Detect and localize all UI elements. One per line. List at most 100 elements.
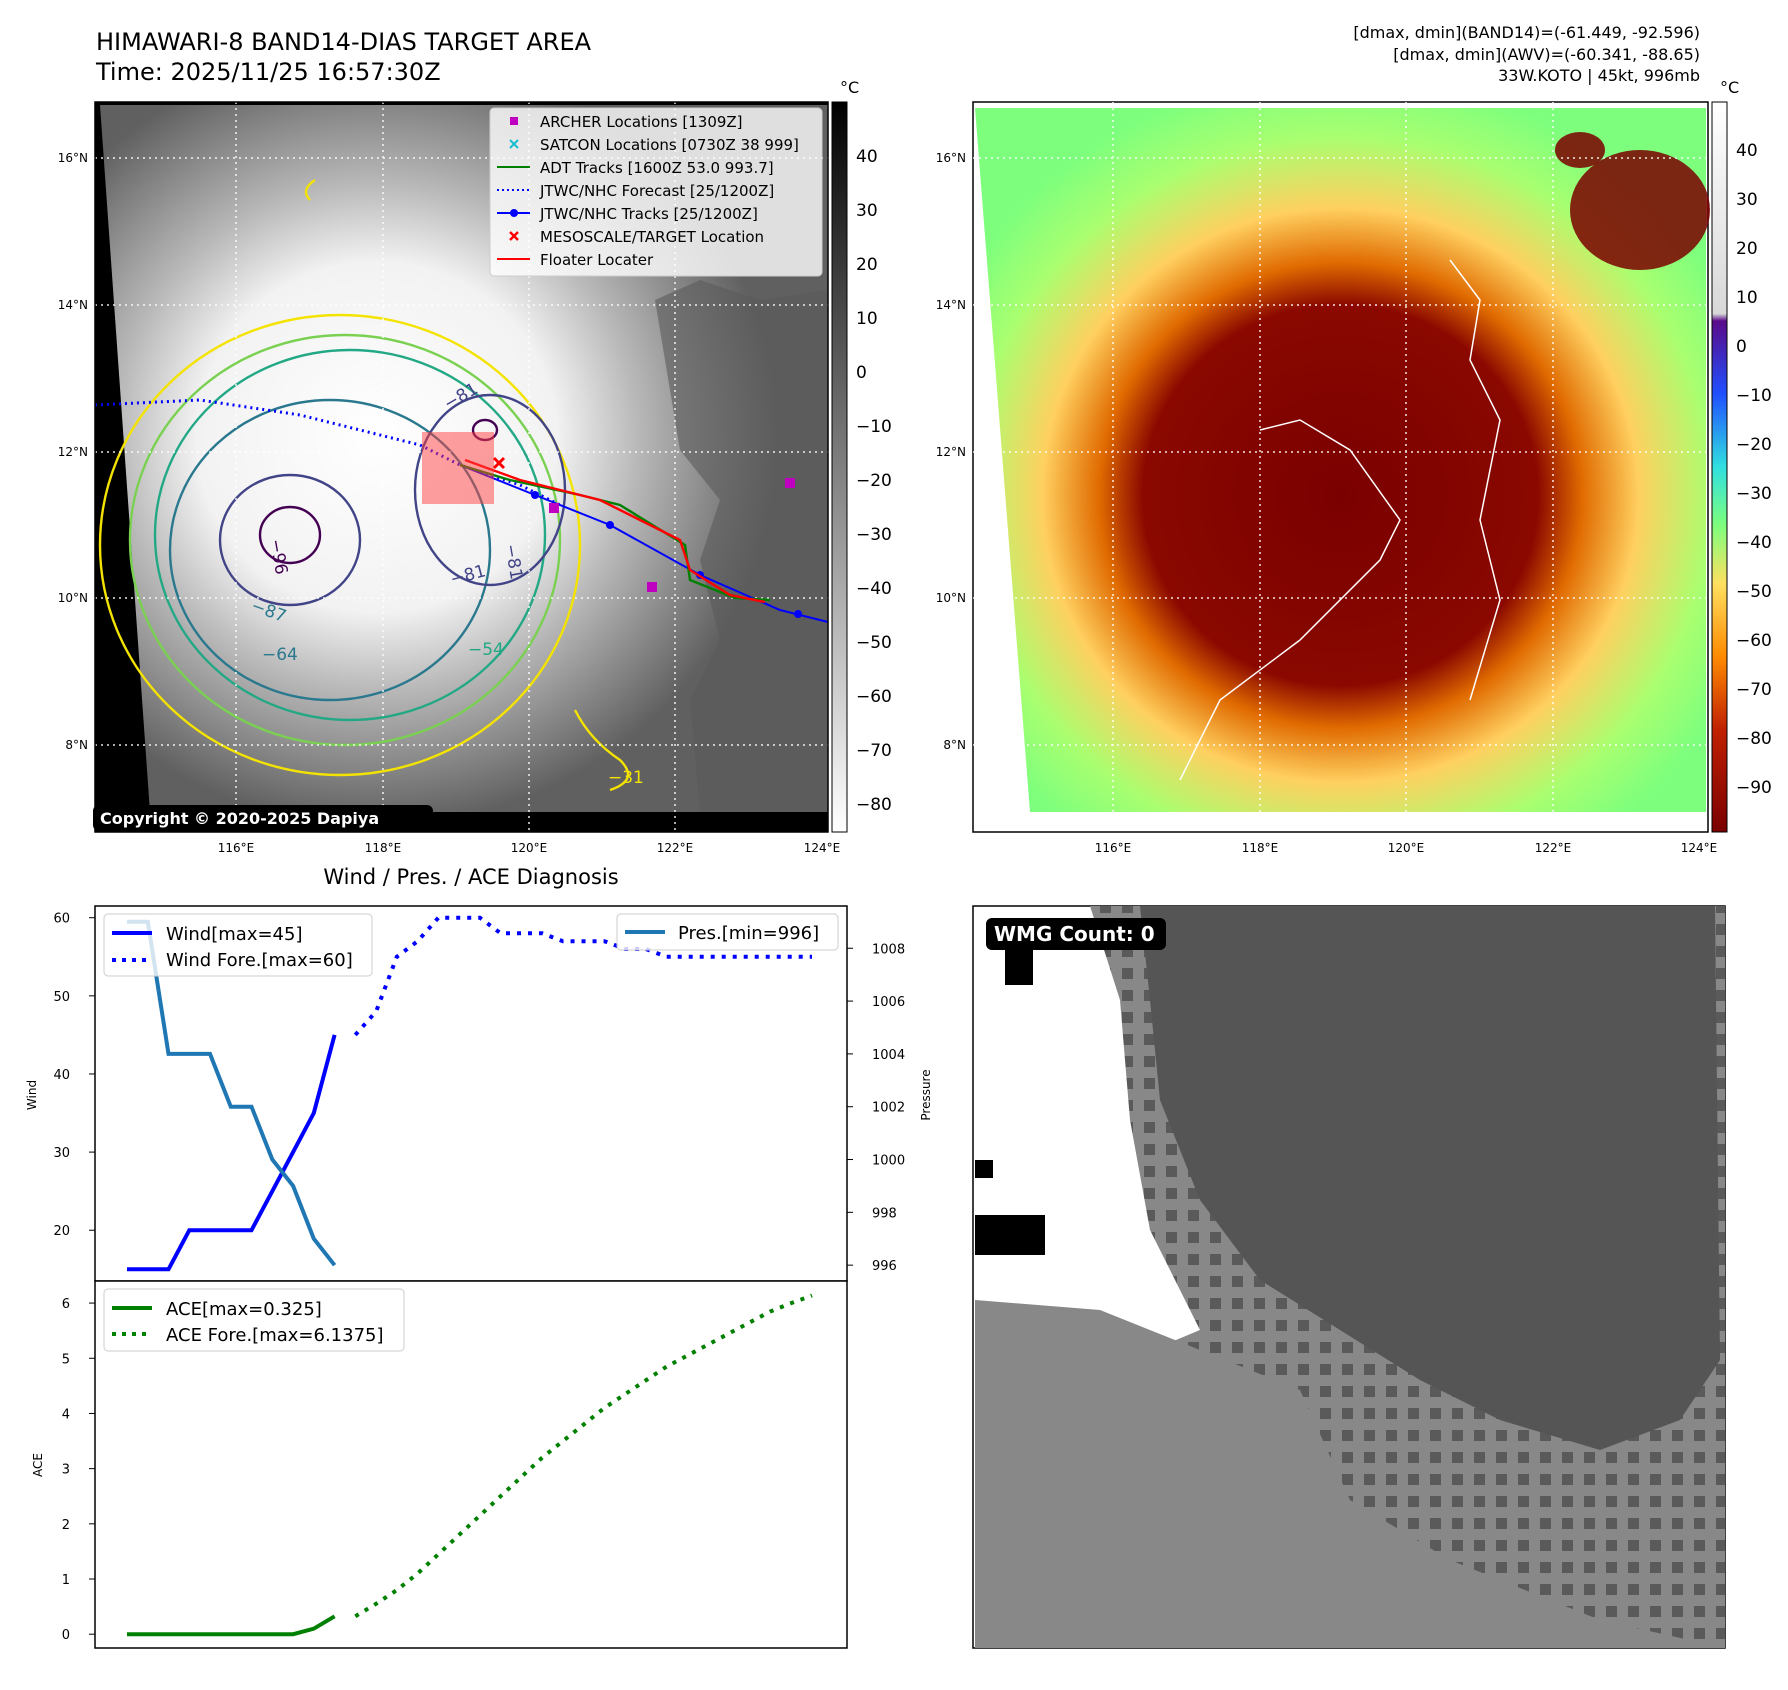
y-tick-label: 1 xyxy=(62,1573,70,1588)
storm-label: 33W.KOTO | 45kt, 996mb xyxy=(1498,66,1700,85)
right-colorbar-ticks: 40 30 20 10 0 −10 −20 −30 −40 −50 −60 −7… xyxy=(1736,141,1772,798)
cb-tick: −80 xyxy=(1736,729,1772,749)
wind-y-ticks: 20 30 40 50 60 xyxy=(53,912,95,1239)
lon-tick: 124°E xyxy=(1681,841,1718,855)
lat-tick: 8°N xyxy=(65,738,88,752)
wind-line xyxy=(127,1034,337,1272)
lat-tick: 16°N xyxy=(936,151,966,165)
lon-tick: 116°E xyxy=(218,841,255,855)
dmax-band14-label: [dmax, dmin](BAND14)=(-61.449, -92.596) xyxy=(1353,23,1700,42)
cb-tick: 0 xyxy=(1736,337,1747,357)
y-tick-label: 1000 xyxy=(872,1154,905,1169)
lon-tick: 124°E xyxy=(804,841,841,855)
pressure-axis-label: Pressure xyxy=(919,1069,933,1120)
cb-tick: −70 xyxy=(1736,680,1772,700)
map-legend: ARCHER Locations [1309Z] SATCON Location… xyxy=(489,107,823,277)
wmg-count-label: WMG Count: 0 xyxy=(994,922,1155,946)
contour-labels: −81 −96 −87 −64 −54 −81 −81 −31 xyxy=(248,379,644,788)
lat-tick: 16°N xyxy=(58,151,88,165)
contour-label: −64 xyxy=(262,645,298,665)
cb-tick: −30 xyxy=(1736,484,1772,504)
ace-panel: ACE 0 1 2 3 4 5 6 ACE[max=0.325] ACE Fore.[max… xyxy=(31,1280,848,1649)
y-tick-label: 2 xyxy=(62,1518,70,1533)
left-map-lat-ticks: 16°N 14°N 12°N 10°N 8°N xyxy=(58,151,88,752)
cb-tick: 20 xyxy=(856,255,878,275)
cb-tick: 0 xyxy=(856,363,867,383)
cb-tick: 40 xyxy=(1736,141,1758,161)
left-map-lon-ticks: 116°E 118°E 120°E 122°E 124°E xyxy=(218,841,841,855)
wind-axis-label: Wind xyxy=(25,1080,39,1110)
y-tick-label: 0 xyxy=(62,1628,70,1643)
satcon-legend-icon xyxy=(509,139,519,149)
y-tick-label: 1002 xyxy=(872,1101,905,1116)
wind-legend-label: Wind[max=45] xyxy=(166,924,303,945)
y-tick-label: 6 xyxy=(62,1297,70,1312)
cb-tick: −30 xyxy=(856,525,892,545)
lon-tick: 120°E xyxy=(511,841,548,855)
ace-legend: ACE[max=0.325] ACE Fore.[max=6.1375] xyxy=(103,1288,405,1352)
lat-tick: 8°N xyxy=(943,738,966,752)
lon-tick: 122°E xyxy=(1535,841,1572,855)
diagnosis-title: Wind / Pres. / ACE Diagnosis xyxy=(323,865,618,889)
lat-tick: 10°N xyxy=(936,591,966,605)
wind-forecast-line xyxy=(353,915,812,1037)
legend-label: JTWC/NHC Forecast [25/1200Z] xyxy=(539,182,774,200)
y-tick-label: 30 xyxy=(53,1146,70,1161)
cb-tick: −40 xyxy=(856,579,892,599)
lon-tick: 118°E xyxy=(1242,841,1279,855)
cb-tick: 10 xyxy=(856,309,878,329)
ace-legend-label: ACE[max=0.325] xyxy=(166,1299,322,1320)
y-tick-label: 3 xyxy=(62,1463,70,1478)
y-tick-label: 50 xyxy=(53,990,70,1005)
lat-tick: 14°N xyxy=(936,298,966,312)
cb-tick: −20 xyxy=(1736,435,1772,455)
ace-y-ticks: 0 1 2 3 4 5 6 xyxy=(62,1297,95,1643)
cb-tick: −90 xyxy=(1736,778,1772,798)
ir-map-color xyxy=(972,101,1710,833)
contour-label: −31 xyxy=(608,768,644,788)
y-tick-label: 60 xyxy=(53,912,70,927)
y-tick-label: 1008 xyxy=(872,942,905,957)
contour-label: −54 xyxy=(468,640,504,660)
y-tick-label: 40 xyxy=(53,1068,70,1083)
legend-label: SATCON Locations [0730Z 38 999] xyxy=(540,136,799,154)
wind-pressure-panel: Wind Pressure 20 30 40 50 60 996 998 1000 1002 1… xyxy=(25,905,933,1282)
pressure-y-ticks: 996 998 1000 1002 1004 1006 1008 xyxy=(847,942,905,1274)
cb-tick: 10 xyxy=(1736,288,1758,308)
copyright-label: Copyright © 2020-2025 Dapiya xyxy=(100,809,379,828)
pressure-legend: Pres.[min=996] xyxy=(616,913,839,951)
lat-tick: 14°N xyxy=(58,298,88,312)
target-legend-icon xyxy=(509,231,519,241)
ace-series xyxy=(127,1293,813,1637)
right-colorbar xyxy=(1711,101,1728,833)
left-colorbar-unit: °C xyxy=(840,78,859,97)
cb-tick: 20 xyxy=(1736,239,1758,259)
legend-label: Floater Locater xyxy=(540,251,654,269)
lon-tick: 116°E xyxy=(1095,841,1132,855)
wmg-panel: WMG Count: 0 xyxy=(972,905,1726,1649)
cb-tick: −60 xyxy=(1736,631,1772,651)
left-colorbar-ticks: 40 30 20 10 0 −10 −20 −30 −40 −50 −60 −7… xyxy=(856,147,892,815)
lon-tick: 122°E xyxy=(657,841,694,855)
ace-fore-legend-label: ACE Fore.[max=6.1375] xyxy=(166,1325,384,1346)
lon-tick: 120°E xyxy=(1388,841,1425,855)
y-tick-label: 998 xyxy=(872,1206,897,1221)
cb-tick: 40 xyxy=(856,147,878,167)
ace-axis-label: ACE xyxy=(31,1453,45,1477)
wind-legend: Wind[max=45] Wind Fore.[max=60] xyxy=(103,913,373,977)
cb-tick: −10 xyxy=(1736,386,1772,406)
dmax-awv-label: [dmax, dmin](AWV)=(-60.341, -88.65) xyxy=(1393,45,1700,64)
cb-tick: −60 xyxy=(856,687,892,707)
right-map-lon-ticks: 116°E 118°E 120°E 122°E 124°E xyxy=(1095,841,1718,855)
legend-label: MESOSCALE/TARGET Location xyxy=(540,228,764,246)
y-tick-label: 996 xyxy=(872,1259,897,1274)
pressure-line xyxy=(127,919,337,1267)
ace-line xyxy=(127,1614,336,1637)
cb-tick: 30 xyxy=(856,201,878,221)
legend-label: ADT Tracks [1600Z 53.0 993.7] xyxy=(540,159,774,177)
cb-tick: −80 xyxy=(856,795,892,815)
legend-label: ARCHER Locations [1309Z] xyxy=(540,113,743,131)
figure-title: HIMAWARI-8 BAND14-DIAS TARGET AREA xyxy=(96,28,592,56)
lat-tick: 10°N xyxy=(58,591,88,605)
